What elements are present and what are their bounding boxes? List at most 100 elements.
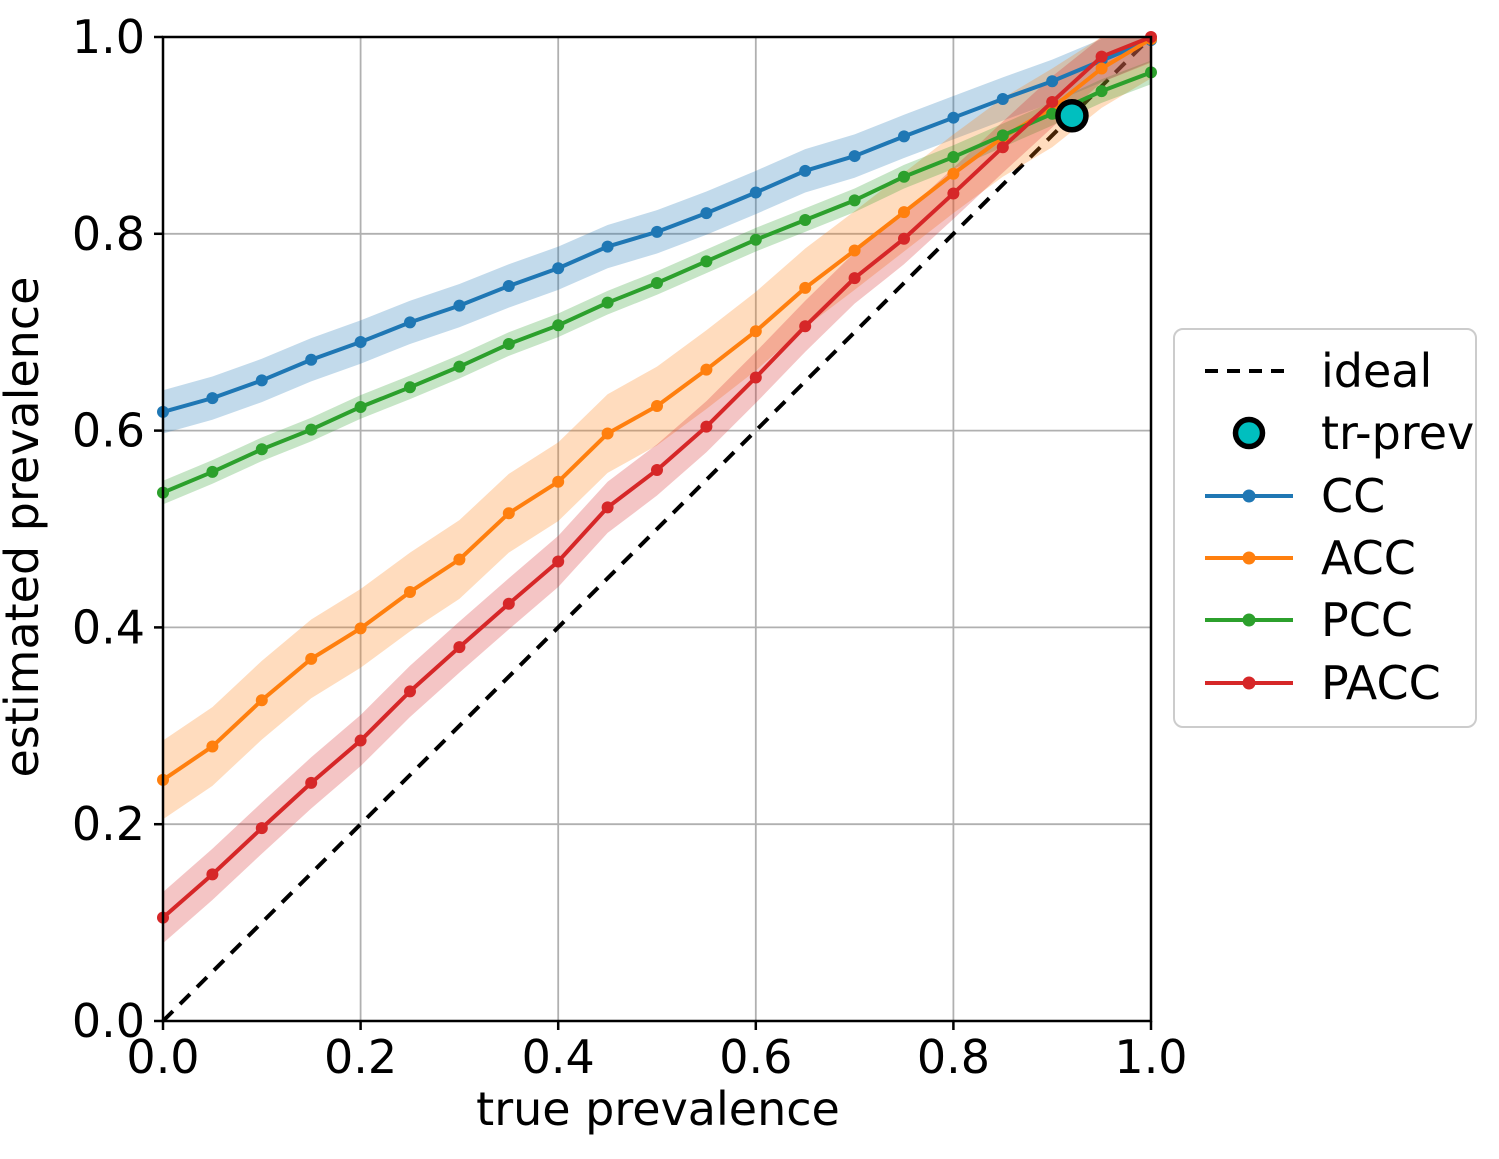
point-cc-0.85	[996, 92, 1009, 105]
y-tick-label-0.2: 0.2	[72, 797, 145, 851]
point-pcc-0.2	[354, 400, 367, 413]
point-pcc-0.15	[305, 423, 318, 436]
point-pcc-0.75	[898, 170, 910, 183]
x-axis-label: true prevalence	[476, 1082, 840, 1136]
point-acc-0.65	[799, 281, 812, 294]
point-pacc-0.6	[749, 371, 762, 384]
point-acc-0.95	[1095, 62, 1108, 75]
circle-marker-icon	[1232, 417, 1266, 450]
point-cc-0.4	[552, 262, 565, 275]
point-cc-0.05	[206, 392, 219, 405]
point-acc-0.35	[502, 507, 515, 520]
point-pcc-0.1	[255, 443, 268, 456]
tr-prev-marker	[1055, 98, 1089, 133]
point-pacc-0.05	[206, 868, 219, 881]
grid	[163, 37, 1151, 1021]
y-tick-label-0.4: 0.4	[72, 600, 145, 654]
line-dot-icon	[1205, 551, 1293, 565]
x-tick-label-0.4: 0.4	[522, 1030, 595, 1084]
point-pacc-0.95	[1095, 50, 1108, 63]
point-pacc-0.45	[601, 501, 614, 514]
point-acc-0.8	[947, 167, 960, 180]
point-cc-0.35	[502, 279, 515, 292]
tick-labels: 0.0 0.2 0.4 0.6 0.8 1.0 0.0 0.2 0.4 0.6 0.8 1.0	[72, 10, 1188, 1084]
legend-item-pacc: PACC	[1203, 654, 1475, 712]
point-cc-0.1	[255, 374, 268, 387]
x-tick-label-0.6: 0.6	[719, 1030, 792, 1084]
point-cc-0.8	[947, 111, 960, 124]
dashed-line-icon	[1205, 369, 1293, 374]
point-pcc-0.4	[552, 319, 565, 332]
point-pacc-0.75	[898, 232, 910, 245]
point-pcc-0.55	[700, 255, 713, 268]
point-pacc-0.8	[947, 187, 960, 200]
point-pcc-0.45	[601, 296, 614, 309]
point-acc-0.25	[404, 585, 416, 598]
legend-item-ideal: ideal	[1203, 342, 1475, 400]
point-pcc-0.6	[749, 233, 762, 246]
point-pacc-0.15	[305, 776, 318, 789]
x-tick-label-0.2: 0.2	[324, 1030, 397, 1084]
point-cc-0.9	[1046, 75, 1059, 88]
point-pacc-0.65	[799, 320, 812, 333]
point-cc-0.7	[848, 150, 861, 163]
point-acc-0.45	[601, 427, 614, 440]
point-cc-0.75	[898, 130, 910, 143]
axes-spines	[161, 35, 1153, 1023]
point-pacc-0.5	[651, 463, 663, 476]
point-cc-0.55	[700, 207, 713, 220]
point-pcc-0.7	[848, 194, 861, 207]
point-pacc-0.35	[502, 597, 515, 610]
point-acc-0.75	[898, 206, 910, 219]
point-acc-0.3	[453, 553, 466, 566]
point-pcc-0.8	[947, 151, 960, 164]
legend-label-ideal: ideal	[1321, 344, 1433, 399]
x-tick-label-0.0: 0.0	[126, 1030, 199, 1084]
point-acc-0.15	[305, 652, 318, 665]
point-acc-0.05	[206, 740, 219, 753]
point-acc-0.55	[700, 363, 713, 376]
x-tick-label-0.8: 0.8	[917, 1030, 990, 1084]
band-pacc	[163, 37, 1151, 944]
legend-label-pcc: PCC	[1321, 593, 1413, 648]
y-axis-label: estimated prevalence	[0, 276, 49, 778]
legend-label-tr-prev: tr-prev	[1321, 406, 1475, 461]
line-dot-icon	[1205, 489, 1293, 503]
point-pacc-0.3	[453, 641, 466, 654]
point-pacc-0.55	[700, 420, 713, 433]
legend-label-cc: CC	[1321, 468, 1386, 523]
y-tick-label-0.6: 0.6	[72, 404, 145, 458]
ticks	[154, 35, 1153, 1030]
ideal-line	[161, 35, 1153, 1023]
point-acc-0.2	[354, 622, 367, 635]
point-pacc-0.25	[404, 685, 416, 698]
band-acc	[163, 37, 1151, 820]
point-cc-0.25	[404, 316, 416, 329]
point-pacc-0.85	[996, 141, 1009, 154]
legend-label-pacc: PACC	[1321, 655, 1441, 710]
point-pcc-0.9	[1046, 107, 1059, 120]
point-pcc-0.05	[206, 465, 219, 478]
point-pacc-0.7	[848, 272, 861, 285]
point-pcc-0.95	[1095, 85, 1108, 98]
point-cc-0.65	[799, 164, 812, 177]
legend-item-tr-prev: tr-prev	[1203, 404, 1475, 462]
point-pcc-0.25	[404, 381, 416, 394]
point-pcc-0.5	[651, 277, 663, 289]
point-pacc-0.2	[354, 734, 367, 747]
point-acc-0.5	[651, 400, 663, 412]
y-tick-label-1.0: 1.0	[72, 10, 145, 64]
line-dot-icon	[1205, 613, 1293, 627]
point-pacc-0.1	[255, 822, 268, 835]
y-tick-label-0.8: 0.8	[72, 207, 145, 261]
point-acc-0.4	[552, 475, 565, 488]
point-pcc-0.65	[799, 214, 812, 227]
x-tick-label-1.0: 1.0	[1114, 1030, 1187, 1084]
point-acc-0.6	[749, 325, 762, 338]
y-tick-label-0.0: 0.0	[72, 994, 145, 1048]
point-pacc-0.9	[1046, 95, 1059, 108]
point-cc-0.45	[601, 240, 614, 253]
legend-item-acc: ACC	[1203, 529, 1475, 587]
